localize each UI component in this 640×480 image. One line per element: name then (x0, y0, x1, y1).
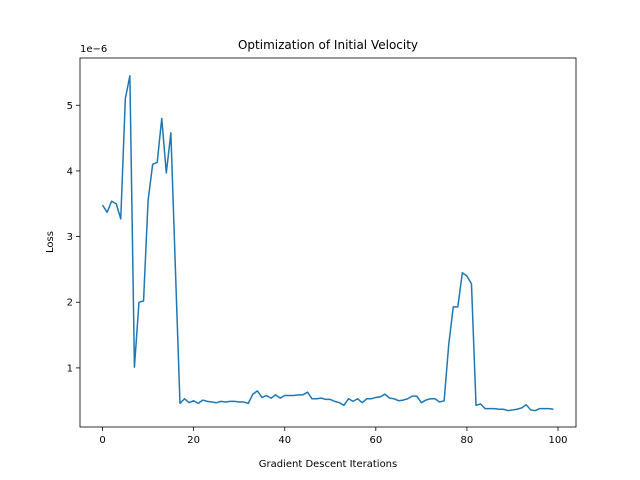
chart-title: Optimization of Initial Velocity (238, 38, 418, 52)
y-tick-label: 5 (67, 101, 73, 112)
y-axis-label: Loss (45, 231, 56, 253)
y-axis-ticks: 1 2 3 4 5 (67, 101, 80, 374)
y-tick-label: 4 (67, 166, 73, 177)
x-tick-label: 0 (99, 435, 105, 446)
x-tick-label: 40 (278, 435, 291, 446)
y-tick-label: 3 (67, 232, 73, 243)
x-tick-label: 80 (461, 435, 474, 446)
x-tick-label: 20 (187, 435, 200, 446)
y-tick-label: 2 (67, 298, 73, 309)
plot-frame (79, 57, 577, 428)
loss-series-line (101, 74, 554, 412)
plot-area (79, 57, 577, 428)
y-axis-multiplier: 1e−6 (80, 44, 107, 55)
x-tick-label: 60 (369, 435, 382, 446)
x-tick-label: 100 (548, 435, 567, 446)
x-axis-label: Gradient Descent Iterations (259, 459, 397, 470)
y-tick-label: 1 (67, 363, 73, 374)
x-axis-ticks: 0 20 40 60 80 100 (99, 427, 568, 446)
